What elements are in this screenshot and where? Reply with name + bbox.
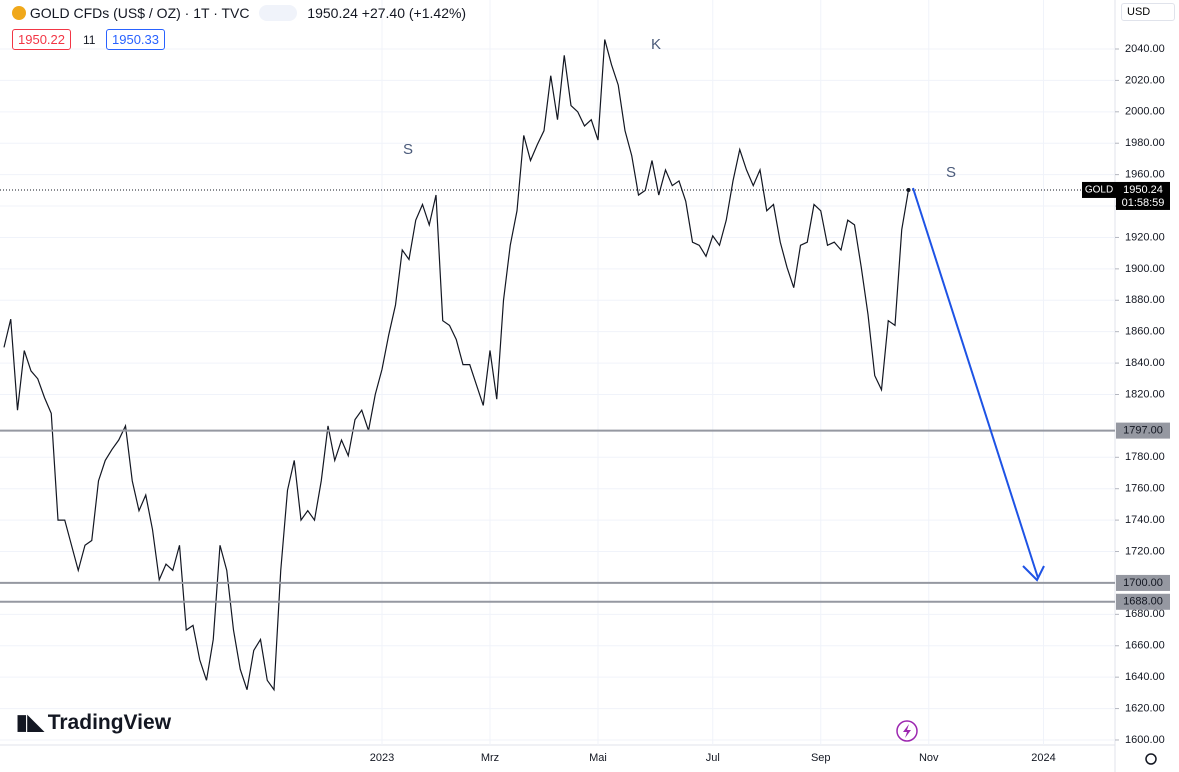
symbol-icon — [12, 6, 26, 20]
y-tick-label: 1760.00 — [1125, 483, 1165, 495]
y-tick-label: 2040.00 — [1125, 43, 1165, 55]
change: +27.40 (+1.42%) — [361, 5, 467, 21]
y-tick-label: 1620.00 — [1125, 702, 1165, 714]
symbol: GOLD CFDs (US$ / OZ) · 1T · TVC — [29, 5, 250, 21]
last-price: 1950.24 — [307, 5, 358, 21]
arrow-head — [1022, 565, 1045, 582]
last-point — [906, 187, 911, 192]
x-tick-label: 2024 — [1031, 752, 1055, 764]
brand-name: TradingView — [47, 711, 172, 734]
y-tick-label: 1640.00 — [1125, 671, 1165, 683]
level-tag — [1116, 593, 1170, 610]
level-tag — [1116, 422, 1170, 439]
x-tick-label: Jul — [706, 752, 720, 764]
lightning — [903, 724, 911, 738]
annotation: K — [651, 36, 661, 53]
x-tick-label: Nov — [919, 752, 939, 764]
y-tick-label: 1920.00 — [1125, 231, 1165, 243]
y-tick-label: 1840.00 — [1125, 357, 1165, 369]
symbol-tag-label: GOLD — [1085, 185, 1113, 196]
y-tick-label: 1600.00 — [1125, 734, 1165, 746]
level-label: 1797.00 — [1123, 425, 1163, 437]
level-tag — [1116, 574, 1170, 591]
y-tick-label: 1660.00 — [1125, 640, 1165, 652]
price-line — [3, 39, 910, 692]
annotation: S — [403, 141, 413, 158]
currency-select[interactable]: USD — [1121, 3, 1175, 21]
price-tag-label: 1950.24 — [1123, 184, 1163, 196]
y-tick-label: 1960.00 — [1125, 169, 1165, 181]
y-tick-label: 1740.00 — [1125, 514, 1165, 526]
y-tick-label: 1860.00 — [1125, 326, 1165, 338]
level-label: 1700.00 — [1123, 577, 1163, 589]
x-tick-label: Mai — [589, 752, 607, 764]
brand-logo: ▮◣ — [16, 711, 44, 734]
y-tick-label: 1880.00 — [1125, 294, 1165, 306]
bid[interactable]: 1950.22 — [12, 29, 71, 50]
ask[interactable]: 1950.33 — [106, 29, 165, 50]
price-tag — [1116, 181, 1170, 210]
y-tick-label: 1900.00 — [1125, 263, 1165, 275]
y-tick-label: 1820.00 — [1125, 388, 1165, 400]
y-tick-label: 1720.00 — [1125, 545, 1165, 557]
y-tick-label: 1980.00 — [1125, 137, 1165, 149]
x-tick-label: Mrz — [481, 752, 499, 764]
y-tick-label: 1680.00 — [1125, 608, 1165, 620]
spread: 11 — [83, 33, 96, 47]
level-label: 1688.00 — [1123, 596, 1163, 608]
y-tick-label: 2020.00 — [1125, 74, 1165, 86]
brand: ▮◣ TradingView — [16, 710, 171, 735]
annotation: S — [946, 164, 956, 181]
symbol-row: GOLD CFDs (US$ / OZ) · 1T · TVC 1950.24 … — [12, 5, 466, 21]
y-tick-label: 2000.00 — [1125, 106, 1165, 118]
symbol-tag — [1082, 181, 1116, 198]
countdown: 01:58:59 — [1122, 197, 1165, 209]
forecast-arrow — [912, 187, 1039, 579]
status-toggle[interactable] — [259, 5, 298, 21]
price-axis-bg — [1115, 0, 1179, 772]
x-tick-label: 2023 — [370, 752, 394, 764]
settings-icon[interactable] — [1145, 753, 1157, 765]
x-tick-label: Sep — [811, 752, 831, 764]
y-tick-label: 1780.00 — [1125, 451, 1165, 463]
